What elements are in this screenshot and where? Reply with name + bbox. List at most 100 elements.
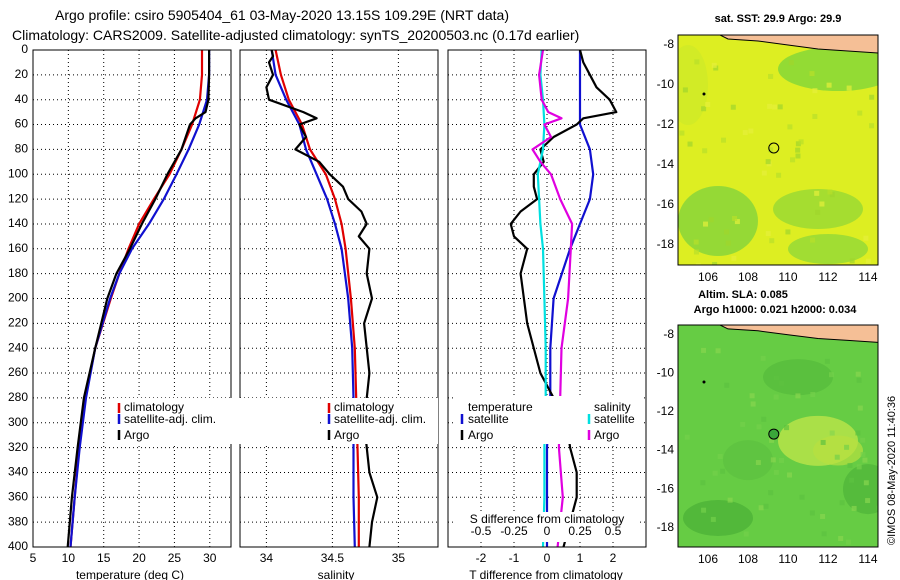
map-field-cell [727, 497, 733, 503]
map-field-cell [829, 430, 835, 436]
difference-panel: -2 -1 0 1 2 T difference from climatology [447, 49, 647, 580]
map-field-cell [856, 377, 862, 383]
sla-map: 106 108 110 112 114 -8 -10 -12 -14 -16 -18 [657, 324, 879, 566]
credit-text: ©IMOS 08-May-2020 11:40:36 [886, 396, 898, 545]
map-lat-tick-label: -12 [657, 117, 675, 131]
x-tick-label: 10 [62, 551, 76, 565]
figure-title-line2: Climatology: CARS2009. Satellite-adjuste… [12, 27, 579, 43]
s-diff-tick-label: -0.5 [471, 524, 492, 538]
difference-legend: temperature satellite Argo salinity sate… [454, 396, 644, 444]
map-lon-tick-label: 110 [778, 552, 797, 566]
map-field-cell [855, 430, 861, 436]
series-line-argo [66, 50, 211, 547]
map-field-cell [758, 505, 764, 511]
sla-map-title-line2: Argo h1000: 0.021 h2000: 0.034 [694, 304, 858, 316]
legend-label-argo: Argo [124, 428, 150, 442]
island-marker [702, 380, 706, 384]
depth-tick-label: 380 [8, 514, 28, 528]
map-field-cell [814, 190, 820, 196]
map-field-cell [862, 457, 868, 463]
salinity-panel: 34 34.5 35 salinity [239, 49, 439, 580]
salinity-legend: climatology satellite-adj. clim. Argo [324, 398, 438, 444]
figure-title-line1: Argo profile: csiro 5905404_61 03-May-20… [55, 7, 509, 23]
map-field-cell [773, 469, 779, 475]
map-field-cell [826, 82, 832, 88]
map-lon-tick-label: 114 [858, 270, 877, 284]
x-tick-label: 34 [260, 551, 274, 565]
s-diff-tick-label: -0.25 [500, 524, 528, 538]
map-field-cell [694, 59, 700, 65]
map-field-cell [788, 60, 794, 66]
map-field-cell [712, 470, 718, 476]
map-lon-tick-label: 114 [858, 552, 877, 566]
map-field-cell [756, 424, 762, 430]
map-field-patch [723, 440, 773, 481]
depth-tick-label: 140 [8, 216, 28, 230]
legend-label-satellite: satellite-adj. clim. [124, 412, 216, 426]
map-field-patch [788, 234, 868, 264]
map-field-cell [724, 382, 730, 388]
sst-map: 106 108 110 112 114 -8 -10 -12 -14 -16 -18 [657, 34, 879, 284]
map-field-cell [812, 88, 818, 94]
x-tick-label: 35 [392, 551, 406, 565]
map-field-cell [795, 141, 801, 147]
x-tick-label: 34.5 [321, 551, 345, 565]
map-field-cell [701, 106, 707, 112]
map-field-cell [812, 113, 818, 119]
depth-tick-label: 260 [8, 365, 28, 379]
map-lon-tick-label: 108 [738, 270, 758, 284]
salinity-xlabel: salinity [318, 568, 355, 580]
depth-tick-label: 360 [8, 489, 28, 503]
map-field-cell [749, 393, 755, 399]
map-field-cell [839, 500, 845, 506]
x-tick-label: 2 [610, 551, 617, 565]
map-field-cell [838, 536, 844, 542]
map-field-patch [773, 189, 863, 229]
map-field-cell [869, 94, 875, 100]
map-field-cell [860, 452, 866, 458]
map-field-cell [773, 394, 779, 400]
map-field-cell [849, 258, 855, 264]
island-marker [702, 92, 706, 96]
map-field-cell [795, 393, 801, 399]
map-field-cell [815, 209, 821, 215]
map-field-cell [863, 480, 869, 486]
legend-label-climatology: climatology [334, 400, 394, 414]
map-field-cell [748, 128, 754, 134]
depth-tick-label: 160 [8, 241, 28, 255]
map-field-cell [819, 201, 825, 207]
map-field-cell [798, 139, 804, 145]
map-lon-tick-label: 106 [698, 552, 718, 566]
sst-map-frame [677, 34, 879, 266]
map-field-cell [844, 444, 850, 450]
map-field-cell [869, 123, 875, 129]
map-field-cell [717, 454, 723, 460]
map-field-cell [682, 87, 688, 93]
depth-tick-label: 240 [8, 340, 28, 354]
sla-map-title-line1: Altim. SLA: 0.085 [698, 289, 788, 301]
map-field-cell [809, 510, 815, 516]
map-field-patch [678, 45, 708, 125]
legend-title-temperature: temperature [468, 400, 533, 414]
map-field-cell [784, 425, 790, 431]
map-lat-tick-label: -14 [657, 157, 675, 171]
x-tick-label: 1 [577, 551, 584, 565]
depth-tick-label: 40 [15, 92, 29, 106]
map-field-cell [875, 505, 878, 511]
x-tick-label: 5 [30, 551, 37, 565]
s-diff-tick-label: 0.5 [605, 524, 622, 538]
map-field-cell [769, 238, 775, 244]
s-diff-tick-label: 0.25 [568, 524, 592, 538]
map-field-cell [703, 221, 709, 227]
map-field-cell [725, 240, 731, 246]
temperature-legend-background [113, 398, 319, 444]
map-field-cell [795, 147, 801, 153]
map-field-cell [772, 104, 778, 110]
map-field-cell [828, 372, 834, 378]
map-field-cell [779, 380, 785, 386]
series-line-climatology [69, 50, 204, 547]
map-field-patch [763, 359, 833, 396]
land-mass [678, 35, 878, 54]
series-line-t-satellite [545, 50, 595, 547]
